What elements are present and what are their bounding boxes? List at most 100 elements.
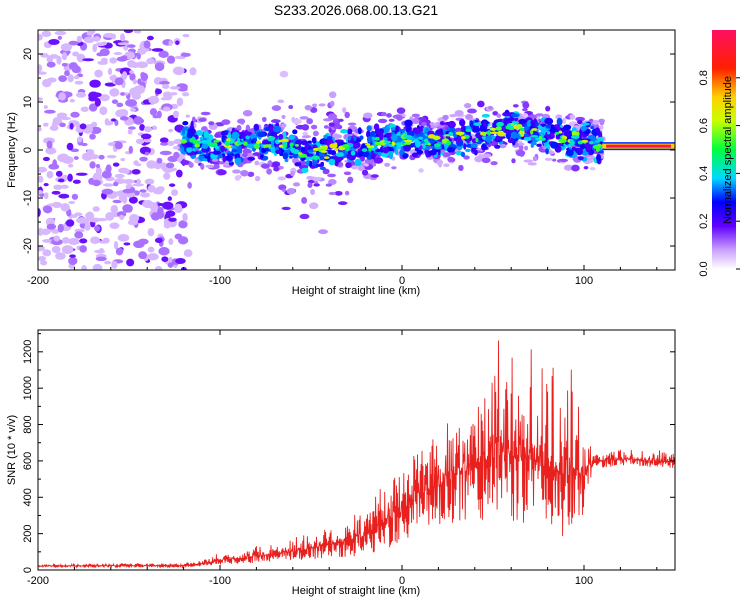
spectrogram-halo-blob xyxy=(512,104,519,108)
spectrogram-noise-blob xyxy=(61,236,70,244)
spectrogram-band-blob xyxy=(434,146,442,150)
spectrogram-halo-blob xyxy=(396,107,406,114)
spectrogram-band-blob xyxy=(577,156,584,161)
spectrogram-band-blob xyxy=(545,148,549,155)
spectrogram-noise-blob xyxy=(41,30,52,38)
spectrogram-noise-blob xyxy=(79,245,87,253)
spectrogram-noise-blob xyxy=(129,70,134,74)
spectrogram-core-blob xyxy=(505,125,510,130)
spectrogram-band-blob xyxy=(260,148,267,153)
spectrogram-y-tick-label-4: 20 xyxy=(22,48,34,60)
spectrogram-band-blob xyxy=(227,132,232,140)
spectrogram-noise-blob xyxy=(68,62,78,71)
spectrogram-noise-blob xyxy=(174,233,183,240)
spectrogram-noise-blob xyxy=(176,97,184,107)
spectrogram-noise-blob xyxy=(99,94,110,102)
spectrogram-noise-blob xyxy=(91,121,98,128)
spectrogram-noise-blob xyxy=(68,256,78,266)
spectrogram-noise-blob xyxy=(71,214,78,218)
spectrogram-noise-blob xyxy=(99,106,108,116)
snr-y-tick-label-1: 200 xyxy=(22,524,34,542)
spectrogram-halo-blob xyxy=(242,148,252,154)
spectrogram-noise-blob xyxy=(147,253,159,261)
spectrogram-halo-blob xyxy=(236,124,242,131)
spectrogram-noise-blob xyxy=(92,179,101,187)
spectrogram-band-blob xyxy=(354,158,362,167)
snr-x-tick-label-0: -200 xyxy=(27,575,49,587)
spectrogram-halo-blob xyxy=(370,174,379,178)
spectrogram-band-blob xyxy=(307,149,314,153)
spectrogram-noise-blob xyxy=(152,125,157,131)
spectrogram-core-blob xyxy=(510,122,515,127)
spectrogram-band-blob xyxy=(469,120,474,128)
spectrogram-core-blob xyxy=(335,152,344,157)
spectrogram-halo-blob xyxy=(334,190,343,196)
spectrogram-band-blob xyxy=(502,112,511,117)
spectrogram-noise-blob xyxy=(38,255,47,262)
spectrogram-tone xyxy=(606,144,671,148)
spectrogram-noise-blob xyxy=(113,240,119,250)
spectrogram-halo-blob xyxy=(467,108,477,114)
spectrogram-band-blob xyxy=(182,120,189,126)
colorbar-tick-label-3: 0.6 xyxy=(698,118,710,133)
spectrogram-y-tick-label-2: 0 xyxy=(22,147,34,153)
spectrogram-halo-blob xyxy=(252,152,261,156)
spectrogram-halo-blob xyxy=(442,152,451,158)
spectrogram-core-blob xyxy=(403,139,413,143)
spectrogram-noise-blob xyxy=(114,119,119,126)
spectrogram-noise-blob xyxy=(169,86,181,90)
spectrogram-noise-blob xyxy=(167,140,175,146)
spectrogram-noise-blob xyxy=(94,97,101,107)
spectrogram-halo-blob xyxy=(373,156,384,164)
spectrogram-halo-blob xyxy=(545,105,551,112)
spectrogram-halo-blob xyxy=(328,191,336,196)
spectrogram-band-blob xyxy=(272,125,282,133)
spectrogram-noise-blob xyxy=(74,231,84,239)
spectrogram-noise-blob xyxy=(76,217,88,224)
spectrogram-noise-blob xyxy=(48,38,60,45)
spectrogram-band-blob xyxy=(460,151,466,157)
spectrogram-band-blob xyxy=(347,128,353,135)
spectrogram-core-blob xyxy=(460,136,466,140)
spectrogram-noise-blob xyxy=(115,247,124,256)
spectrogram-core-blob xyxy=(282,143,288,149)
spectrogram-core-blob xyxy=(361,148,368,152)
spectrogram-band-blob xyxy=(447,120,456,129)
spectrogram-core-blob xyxy=(391,141,396,146)
spectrogram-band-blob xyxy=(394,142,403,146)
spectrogram-band-blob xyxy=(247,156,256,161)
spectrogram-noise-blob xyxy=(111,74,117,80)
spectrogram-band-blob xyxy=(390,127,397,131)
spectrogram-marks xyxy=(38,30,675,270)
spectrogram-halo-blob xyxy=(312,103,318,108)
spectrogram-band-blob xyxy=(574,147,581,154)
spectrogram-core-blob xyxy=(189,137,195,143)
spectrogram-noise-blob xyxy=(54,30,67,36)
spectrogram-noise-blob xyxy=(146,57,155,65)
colorbar-tick-label-1: 0.2 xyxy=(698,214,710,229)
spectrogram-halo-blob xyxy=(205,164,215,168)
spectrogram-noise-blob xyxy=(168,128,174,133)
spectrogram-halo-blob xyxy=(342,107,347,113)
spectrogram-band-blob xyxy=(260,153,264,159)
spectrogram-band-blob xyxy=(599,150,604,154)
spectrogram-noise-blob xyxy=(71,193,79,200)
spectrogram-band-blob xyxy=(357,127,362,135)
colorbar-tick-label-4: 0.8 xyxy=(698,70,710,85)
spectrogram-halo-blob xyxy=(481,157,491,164)
spectrogram-noise-blob xyxy=(158,247,170,256)
spectrogram-halo-blob xyxy=(396,114,403,121)
spectrogram-halo-blob xyxy=(522,107,528,112)
spectrogram-core-blob xyxy=(243,141,248,146)
spectrogram-band-blob xyxy=(556,117,563,126)
spectrogram-noise-blob xyxy=(114,77,124,86)
spectrogram-noise-blob xyxy=(102,183,114,187)
spectrogram-core-blob xyxy=(571,131,578,137)
spectrogram-halo-blob xyxy=(575,116,586,122)
spectrogram-noise-blob xyxy=(105,164,112,173)
spectrogram-halo-blob xyxy=(465,113,473,120)
spectrogram-band-blob xyxy=(228,161,235,166)
spectrogram-noise-blob xyxy=(154,265,163,270)
spectrogram-core-blob xyxy=(365,143,371,146)
spectrogram-halo-blob xyxy=(386,113,392,118)
